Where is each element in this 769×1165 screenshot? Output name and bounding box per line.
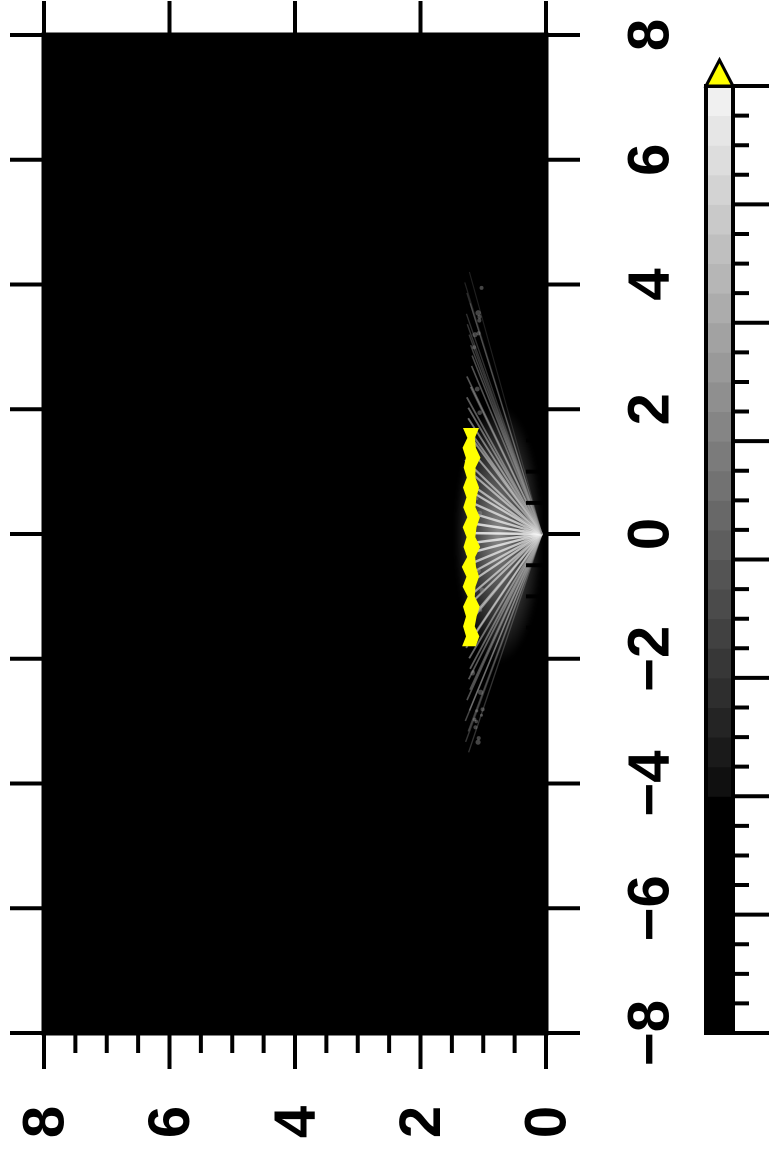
fan-tail-speck (477, 318, 482, 323)
colorbar-segment (706, 500, 733, 531)
secondary-tick-label: 0 (514, 1106, 579, 1138)
primary-tick-label: 2 (617, 393, 682, 425)
colorbar-segment (706, 86, 733, 117)
colorbar-segment (706, 648, 733, 679)
colorbar-segment (706, 885, 733, 916)
plot-area (44, 35, 546, 1033)
axes: −8 −6 −4 −2 0 2 4 6 8 0 2 4 6 8 (10, 1, 682, 1138)
fan-tail-speck (476, 736, 481, 741)
fan-tail-speck (479, 713, 484, 717)
colorbar-segment (706, 559, 733, 590)
fan-tails (470, 285, 485, 745)
fan-tail-speck (472, 332, 478, 338)
primary-tick-label: 4 (617, 268, 682, 300)
fan-tail-speck (472, 717, 477, 722)
colorbar-segment (706, 322, 733, 353)
fan-tail-speck (479, 608, 483, 612)
colorbar-segment (706, 145, 733, 176)
primary-tick-label: 0 (617, 518, 682, 550)
colorbar-segment (706, 529, 733, 560)
colorbar-segment (706, 944, 733, 975)
fan-tail-speck (470, 670, 475, 676)
colorbar-segment (706, 204, 733, 235)
colorbar-segment (706, 115, 733, 146)
colorbar-segment (706, 411, 733, 442)
colorbar-segment (706, 589, 733, 620)
saturated-band (461, 427, 481, 647)
colorbar-segment (706, 441, 733, 472)
colorbar-segment (706, 352, 733, 383)
fan-haze (454, 404, 543, 664)
colorbar-segment (706, 973, 733, 1004)
colorbar-segment (706, 618, 733, 649)
primary-tick-label: 6 (617, 144, 682, 176)
colorbar-segment (706, 737, 733, 768)
secondary-tick-label: 8 (12, 1106, 77, 1138)
colorbar-segment (706, 470, 733, 501)
colorbar-overflow-triangle (703, 56, 736, 88)
secondary-tick-label: 2 (388, 1106, 453, 1138)
colorbar-segment (706, 677, 733, 708)
fan-tail-speck (473, 725, 478, 730)
fan-tail-speck (472, 345, 477, 350)
primary-tick-label: −2 (617, 626, 682, 692)
colorbar-segment (706, 855, 733, 886)
colorbar-segment (706, 233, 733, 265)
fan-tail-speck (477, 689, 484, 695)
fan-tail-speck (477, 410, 483, 416)
colorbar-segment (706, 825, 733, 856)
colorbar-segment (706, 796, 733, 827)
primary-tick-label: 8 (617, 19, 682, 51)
colorbar-segment (706, 263, 733, 294)
colorbar-segment (706, 1003, 733, 1034)
colorbar-segment (706, 174, 733, 205)
colorbar-segment (706, 381, 733, 413)
fan-tail-speck (474, 386, 480, 392)
primary-tick-label: −8 (617, 1000, 682, 1066)
primary-tick-label: −4 (617, 750, 682, 816)
primary-tick-label: −6 (617, 875, 682, 941)
colorbar-segment (706, 766, 733, 797)
colorbar-segment (706, 293, 733, 324)
fan-tail-speck (475, 310, 481, 316)
fan-tail-speck (475, 739, 481, 745)
colorbar-segment (706, 707, 733, 738)
fan-tail-speck (479, 285, 484, 290)
secondary-tick-label: 6 (137, 1106, 202, 1138)
fan-tail-speck (480, 707, 485, 712)
fan-tail-speck (479, 587, 485, 593)
colorbar (703, 56, 769, 1035)
fan-tail-speck (475, 709, 479, 713)
secondary-tick-label: 4 (263, 1106, 328, 1138)
fan-tail-speck (476, 331, 481, 336)
colorbar-segment (706, 914, 733, 945)
fan-tail-speck (477, 314, 482, 320)
